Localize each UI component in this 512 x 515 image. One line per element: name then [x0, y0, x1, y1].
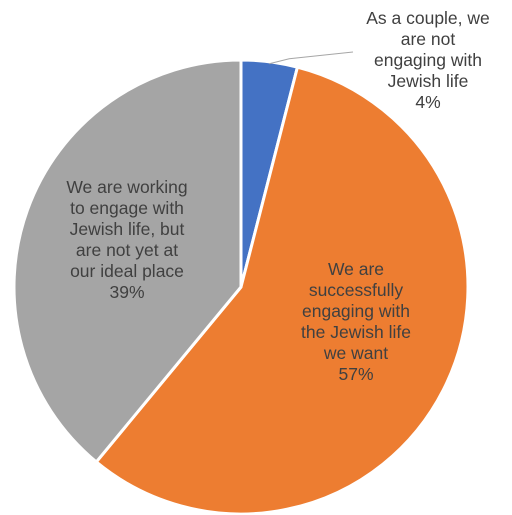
slice-label-line: engaging with — [374, 50, 482, 70]
slice-label-line: to engage with — [70, 198, 184, 218]
slices-layer — [12, 58, 470, 515]
slice-label-line: we want — [323, 343, 388, 363]
pie-slice-2 — [94, 65, 470, 515]
pie-slice-3 — [12, 58, 243, 464]
slice-label-line: are not — [401, 29, 456, 49]
slice-label-line: are not yet at — [76, 240, 178, 260]
slice-value-label: 57% — [338, 364, 373, 384]
slice-label-2: We are successfully engaging with the Jewis… — [301, 259, 411, 384]
slice-label-line: We are — [328, 259, 384, 279]
slice-label-line: Jewish life, but — [70, 219, 185, 239]
slice-label-line: Jewish life — [388, 71, 469, 91]
slice-value-label: 39% — [109, 282, 144, 302]
leader-line-1 — [269, 51, 354, 65]
slice-label-line: successfully — [309, 280, 404, 300]
slice-label-line: engaging with — [302, 301, 410, 321]
slice-value-label: 4% — [415, 92, 440, 112]
slice-label-line: We are working — [66, 177, 187, 197]
slice-label-line: the Jewish life — [301, 322, 411, 342]
slice-label-line: our ideal place — [70, 261, 184, 281]
leader-lines-layer — [269, 51, 354, 65]
slice-label-line: As a couple, we — [366, 8, 490, 28]
slice-label-1: As a couple, we are not engaging with Jewis… — [366, 8, 490, 112]
labels-layer: As a couple, we are not engaging with Jewis… — [66, 8, 489, 384]
slice-label-3: We are working to engage with Jewish life,… — [66, 177, 187, 302]
